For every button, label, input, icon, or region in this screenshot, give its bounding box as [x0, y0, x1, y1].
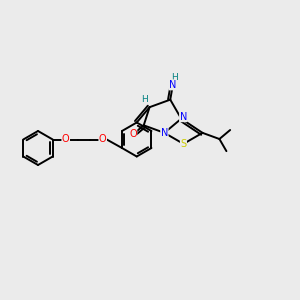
Text: H: H [172, 74, 178, 82]
Text: N: N [180, 112, 187, 122]
Text: O: O [99, 134, 106, 145]
Text: S: S [180, 139, 187, 149]
Text: N: N [161, 128, 168, 138]
Text: O: O [129, 129, 137, 139]
Text: H: H [141, 95, 148, 104]
Text: O: O [62, 134, 70, 145]
Text: N: N [169, 80, 176, 90]
